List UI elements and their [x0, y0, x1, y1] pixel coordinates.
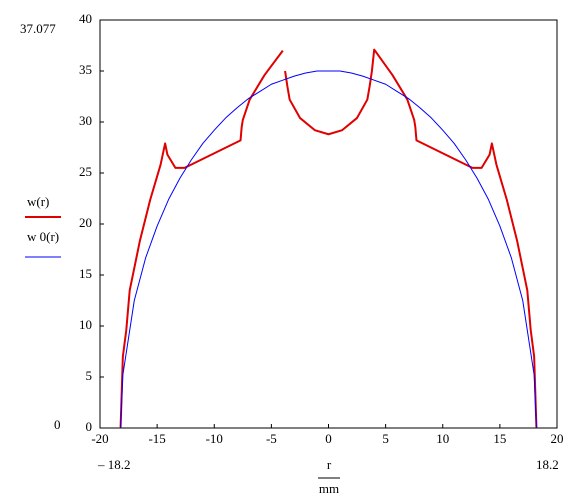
y-tick-label: 15 [79, 266, 92, 281]
series-line [119, 48, 538, 429]
y-tick-label: 5 [86, 368, 93, 383]
x-tick-label: -15 [148, 431, 165, 446]
x-tick-label: 10 [436, 431, 449, 446]
x-min-label: – 18.2 [97, 457, 131, 472]
legend-label: w 0(r) [27, 229, 59, 244]
x-tick-label: 0 [325, 431, 332, 446]
x-tick-label: 15 [493, 431, 506, 446]
x-tick-label: 5 [382, 431, 389, 446]
x-tick-label: -5 [266, 431, 277, 446]
y-min-label: 0 [54, 417, 61, 432]
legend: w(r) w 0(r) [27, 194, 59, 244]
y-tick-label: 35 [79, 62, 92, 77]
y-max-label: 37.077 [20, 21, 56, 36]
y-tick-label: 30 [79, 113, 92, 128]
x-tick-label: 20 [551, 431, 564, 446]
x-axis-label: r [327, 457, 332, 472]
y-tick-label: 20 [79, 215, 92, 230]
series-line [120, 70, 537, 429]
y-tick-label: 25 [79, 164, 92, 179]
y-tick-label: 0 [86, 419, 93, 434]
x-tick-label: -20 [91, 431, 108, 446]
x-axis-unit: mm [319, 481, 339, 496]
y-tick-label: 10 [79, 317, 92, 332]
y-tick-label: 40 [79, 11, 92, 26]
x-tick-label: -10 [206, 431, 223, 446]
x-max-label: 18.2 [536, 457, 559, 472]
plot-frame [99, 19, 558, 429]
legend-label: w(r) [27, 194, 49, 209]
